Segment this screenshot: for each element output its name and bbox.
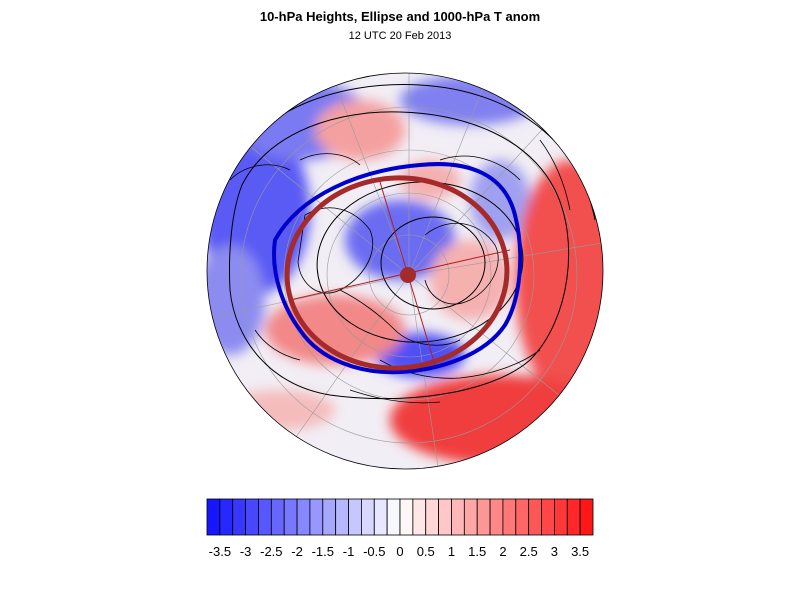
colorbar-box [219, 498, 234, 536]
colorbar-box [476, 498, 491, 536]
colorbar-box [566, 498, 581, 536]
colorbar-box [373, 498, 388, 536]
colorbar-tick-label: 0.5 [417, 544, 435, 559]
colorbar-box [579, 498, 594, 536]
colorbar-tick-label: -3 [240, 544, 252, 559]
colorbar-box [283, 498, 298, 536]
colorbar-tick-label: -1.5 [312, 544, 334, 559]
colorbar-tick-label: 1 [448, 544, 455, 559]
colorbar-box [309, 498, 324, 536]
colorbar-box [489, 498, 504, 536]
colorbar-tick-label: 1.5 [468, 544, 486, 559]
colorbar-box [554, 498, 568, 536]
colorbar-box [515, 498, 530, 536]
colorbar-boxes [206, 498, 594, 536]
colorbar-tick-label: 2.5 [520, 544, 538, 559]
ellipse-fit [284, 175, 510, 371]
colorbar-box [258, 498, 272, 536]
colorbar-tick-label: 2 [499, 544, 506, 559]
map-subtitle: 12 UTC 20 Feb 2013 [348, 30, 452, 42]
colorbar-box [335, 498, 349, 536]
colorbar-tick-label: -2 [291, 544, 303, 559]
map-title: 10-hPa Heights, Ellipse and 1000-hPa T a… [259, 9, 541, 24]
colorbar-tick-label: 3 [551, 544, 558, 559]
colorbar-box [399, 498, 414, 536]
colorbar-box [438, 498, 452, 536]
colorbar-box [528, 498, 542, 536]
colorbar-box [451, 498, 465, 536]
colorbar-box [425, 498, 440, 536]
colorbar-box [245, 498, 259, 536]
colorbar-box [322, 498, 337, 536]
colorbar-box [206, 498, 221, 536]
colorbar-box [232, 498, 246, 536]
colorbar-box [348, 498, 362, 536]
colorbar-box [360, 498, 375, 536]
colorbar-box [502, 498, 517, 536]
colorbar-box [386, 498, 401, 536]
colorbar-tick-label: 3.5 [571, 544, 589, 559]
colorbar-tick-labels: -3.5 -3 -2.5 -2 -1.5 -1 -0.5 0 0.5 1 1.5 2 2.5 3 3.5 [209, 544, 590, 559]
globe-outline [206, 72, 604, 470]
colorbar-tick-label: 0 [396, 544, 403, 559]
colorbar-box [270, 498, 285, 536]
colorbar-tick-label: -0.5 [363, 544, 385, 559]
colorbar-tick-label: -1 [343, 544, 355, 559]
colorbar-box [541, 498, 555, 536]
height-contour-bold [272, 162, 523, 375]
colorbar-tick-label: -3.5 [209, 544, 231, 559]
colorbar-box [296, 498, 311, 536]
ellipse-center [400, 267, 416, 283]
colorbar-box [463, 498, 478, 536]
colorbar-tick-label: -2.5 [260, 544, 282, 559]
coastlines [229, 139, 571, 404]
colorbar-box [412, 498, 427, 536]
